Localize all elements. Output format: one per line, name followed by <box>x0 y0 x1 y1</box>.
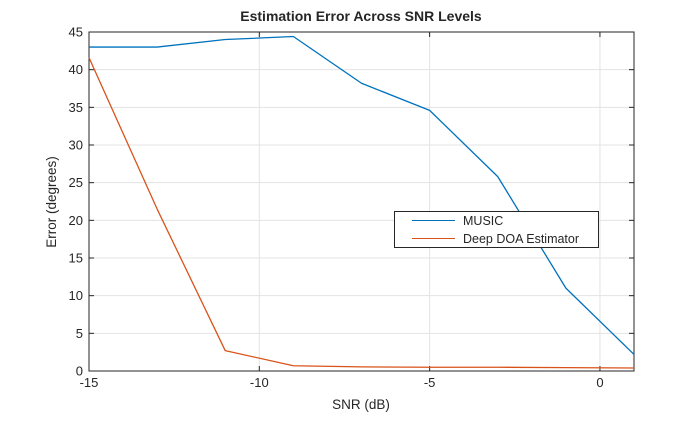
y-tick-label: 15 <box>69 251 83 266</box>
legend-label-music: MUSIC <box>463 213 504 228</box>
y-tick-label: 25 <box>69 175 83 190</box>
x-tick-label: -15 <box>80 375 99 390</box>
y-tick-label: 20 <box>69 213 83 228</box>
legend-label-deep-doa: Deep DOA Estimator <box>463 231 580 246</box>
series-line-deep-doa-estimator <box>88 57 635 369</box>
music-line-sample-icon <box>412 220 455 221</box>
x-tick-label: -5 <box>424 375 436 390</box>
y-tick-label: 35 <box>69 100 83 115</box>
x-tick-label: -10 <box>250 375 269 390</box>
y-tick-label: 10 <box>69 288 83 303</box>
y-tick-label: 0 <box>76 364 83 379</box>
legend: MUSIC Deep DOA Estimator <box>394 211 599 248</box>
x-tick-label: 0 <box>596 375 603 390</box>
x-axis-label: SNR (dB) <box>332 397 390 412</box>
chart-title: Estimation Error Across SNR Levels <box>240 8 482 24</box>
plot-area: -15 -10 -5 0 0 5 10 15 20 25 30 35 40 45 <box>69 25 635 390</box>
y-tick-label: 40 <box>69 62 83 77</box>
series-line-music <box>89 35 635 355</box>
y-tick-label: 45 <box>69 25 83 40</box>
axes-box <box>88 31 635 372</box>
legend-entry-deep-doa: Deep DOA Estimator <box>395 231 598 247</box>
legend-entry-music: MUSIC <box>395 213 598 229</box>
y-tick-label: 5 <box>76 326 83 341</box>
y-axis-label: Error (degrees) <box>44 156 59 248</box>
deep-doa-line-sample-icon <box>412 238 455 239</box>
y-tick-label: 30 <box>69 138 83 153</box>
